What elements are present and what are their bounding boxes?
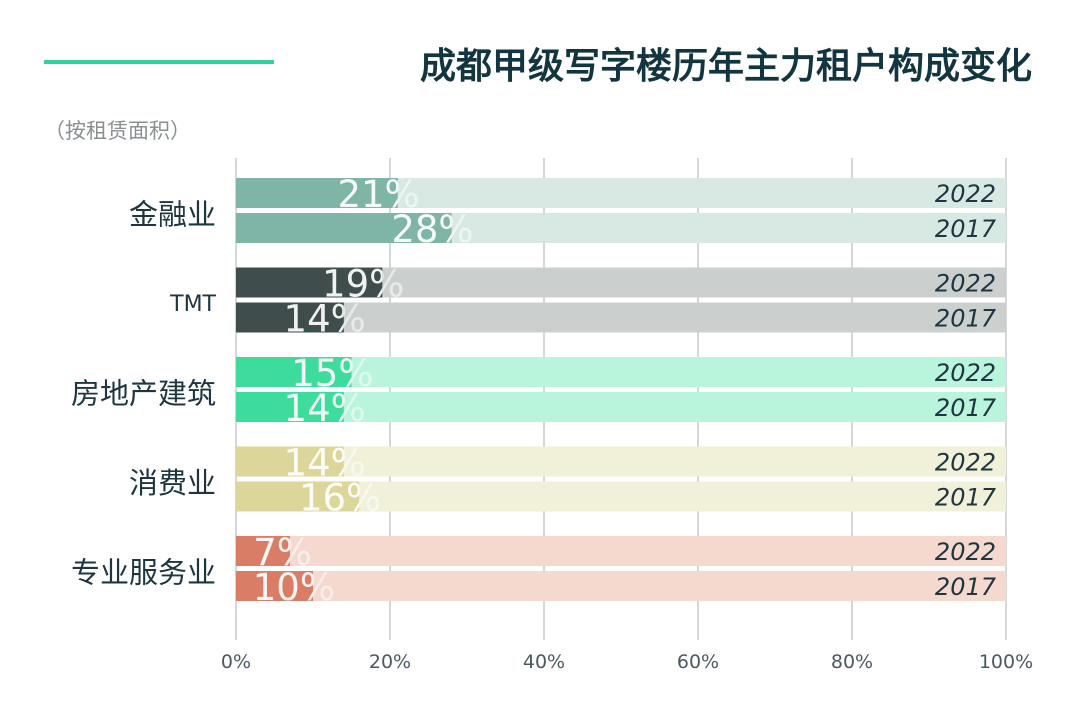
data-label-outline: 10% [253,566,335,609]
series-year-label: 2017 [935,573,997,601]
data-label: 16% [299,477,381,520]
data-label-outline: 14% [284,387,366,430]
data-label-outline: 21% [337,173,419,216]
x-axis: 0% 20% 40% 60% 80% 100% [221,651,1033,673]
data-label: 14% [284,298,366,341]
data-label-outline: 16% [299,477,381,520]
data-label: 28% [391,208,473,251]
category-label: 房地产建筑 [71,377,216,411]
data-label: 19% [322,263,404,306]
data-label-outline: 15% [291,352,373,395]
data-label: 15% [291,352,373,395]
series-year-label: 2022 [935,270,996,298]
data-label: 14% [284,442,366,485]
bar [236,446,344,477]
bar-track [236,481,1006,512]
data-label: 10% [253,566,335,609]
data-label-outline: 14% [284,298,366,341]
x-tick-label: 20% [369,651,411,673]
series-year-label: 2017 [935,215,997,243]
series-year-label: 2017 [935,305,997,333]
data-label: 14% [284,387,366,430]
x-tick-label: 0% [221,651,251,673]
series-year-label: 2022 [935,449,996,477]
bar [236,178,398,208]
bar-track [236,392,1006,422]
category-label: 消费业 [129,466,216,500]
x-tick-label: 60% [677,651,719,673]
data-label-outline: 7% [253,531,312,574]
data-label: 7% [253,531,312,574]
data-label-outline: 19% [322,263,404,306]
category-label: TMT [169,292,216,317]
bar-track [236,571,1006,601]
x-tick-label: 80% [831,651,873,673]
bars [236,178,1006,601]
bar [236,571,313,601]
chart-subtitle: （按租赁面积） [44,119,191,143]
series-year-label: 2022 [935,538,996,566]
bar-track [236,302,1006,333]
bar [236,392,344,422]
bar [236,357,352,387]
bar-track [236,357,1006,387]
bar [236,267,383,298]
x-tick-label: 100% [979,651,1033,673]
bar-track [236,446,1006,477]
series-year-label: 2022 [935,180,996,208]
bar-track [236,536,1006,566]
x-tick-label: 40% [523,651,565,673]
bar [236,302,344,333]
bar [236,481,360,512]
labels: 金融业21%21%202228%28%2017TMT19%19%202214%1… [71,173,997,609]
data-label: 21% [337,173,419,216]
category-label: 金融业 [129,198,216,232]
bar [236,536,290,566]
series-year-label: 2017 [935,394,997,422]
chart-title: 成都甲级写字楼历年主力租户构成变化 [420,45,1032,87]
series-year-label: 2017 [935,484,997,512]
category-label: 专业服务业 [71,556,216,590]
bar [236,213,452,243]
series-year-label: 2022 [935,359,996,387]
data-label-outline: 28% [391,208,473,251]
data-label-outline: 14% [284,442,366,485]
